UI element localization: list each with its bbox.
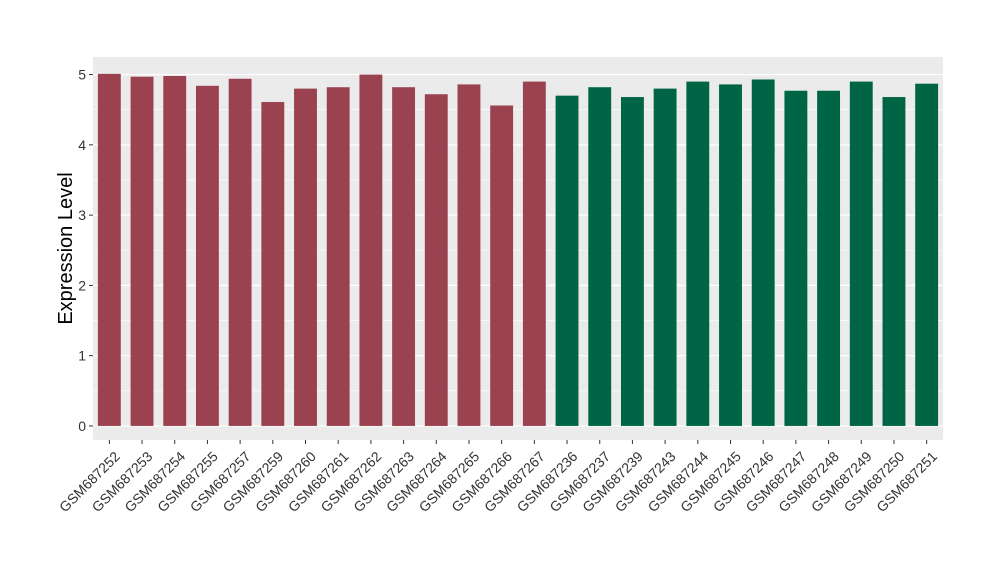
bar bbox=[294, 88, 317, 426]
bar bbox=[522, 81, 546, 426]
y-tick-label: 0 bbox=[78, 418, 86, 434]
bar bbox=[326, 87, 350, 426]
y-tick-label: 4 bbox=[78, 137, 86, 153]
bar bbox=[751, 79, 775, 426]
bar bbox=[97, 73, 121, 426]
bar bbox=[653, 88, 677, 426]
bar bbox=[686, 81, 710, 426]
bar bbox=[555, 95, 579, 426]
bar bbox=[882, 97, 906, 426]
bar bbox=[620, 97, 644, 426]
bar bbox=[130, 76, 154, 426]
y-tick-label: 1 bbox=[78, 348, 86, 364]
bar bbox=[424, 94, 448, 426]
y-tick-label: 3 bbox=[78, 207, 86, 223]
bar bbox=[915, 83, 939, 426]
y-axis: 0 1 2 3 4 5 bbox=[78, 67, 93, 434]
bar bbox=[195, 85, 219, 426]
bar bbox=[163, 75, 187, 426]
bars bbox=[97, 73, 939, 426]
bar bbox=[457, 84, 481, 426]
bar bbox=[228, 78, 252, 426]
y-tick-label: 5 bbox=[78, 67, 86, 83]
x-axis: GSM687252GSM687253GSM687254GSM687255GSM6… bbox=[56, 440, 940, 515]
bar bbox=[359, 74, 383, 426]
bar bbox=[490, 105, 514, 426]
bar bbox=[817, 90, 841, 426]
bar bbox=[261, 101, 285, 426]
plot-panel bbox=[93, 57, 943, 440]
bar bbox=[784, 90, 808, 426]
y-axis-title: Expression Level bbox=[55, 172, 77, 324]
bar bbox=[588, 87, 612, 426]
bar bbox=[849, 81, 873, 426]
bar bbox=[392, 87, 416, 426]
bar bbox=[719, 84, 742, 426]
y-tick-label: 2 bbox=[78, 277, 86, 293]
